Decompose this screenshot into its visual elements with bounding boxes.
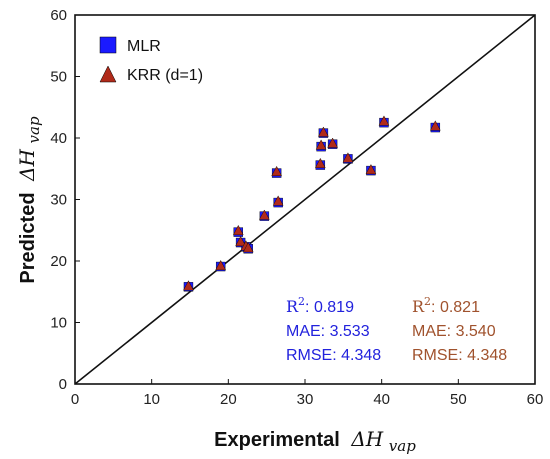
stats-mlr-r2-label: R (286, 297, 299, 316)
point-krr (327, 137, 338, 148)
x-tick-label: 10 (143, 391, 160, 408)
stats-krr: R2: 0.821 MAE: 3.540 RMSE: 4.348 (412, 295, 507, 364)
y-tick-label: 40 (50, 130, 67, 147)
x-axis-label: Experimental (214, 429, 340, 451)
y-axis-symbol: ΔH (15, 148, 39, 181)
point-krr (272, 195, 284, 206)
point-krr (215, 259, 226, 271)
stats-krr-mae: MAE: 3.540 (412, 323, 496, 340)
y-axis-label: Predicted (17, 192, 39, 283)
point-krr (235, 236, 246, 247)
x-axis-subscript: vap (389, 437, 416, 455)
point-krr (342, 152, 354, 163)
legend-label-krr: KRR (d=1) (127, 67, 203, 84)
stats-mlr-mae: MAE: 3.533 (286, 323, 370, 340)
x-tick-label: 60 (527, 391, 544, 408)
point-krr (183, 280, 194, 291)
point-krr (271, 165, 282, 177)
point-krr (259, 209, 270, 220)
x-axis-title: Experimental ΔH vap (214, 427, 416, 455)
y-tick-label: 10 (50, 315, 67, 332)
point-krr (318, 126, 329, 137)
point-krr (365, 164, 377, 175)
y-axis-subscript: vap (25, 116, 43, 143)
stats-krr-r2-value: : 0.821 (431, 299, 480, 316)
identity-line (74, 14, 536, 385)
data-points (183, 115, 441, 292)
stats-krr-r2: R2: 0.821 (412, 295, 480, 316)
point-krr (430, 120, 441, 131)
stats-mlr: R2: 0.819 MAE: 3.533 RMSE: 4.348 (286, 295, 381, 364)
legend-marker-mlr (99, 36, 117, 54)
x-tick-label: 40 (373, 391, 390, 408)
stats-krr-rmse: RMSE: 4.348 (412, 347, 507, 364)
point-krr (378, 115, 390, 126)
y-tick-label: 20 (50, 253, 67, 270)
legend-marker-krr (99, 65, 117, 83)
point-krr (232, 224, 244, 236)
stats-mlr-rmse: RMSE: 4.348 (286, 347, 381, 364)
y-tick-label: 50 (50, 69, 67, 86)
stats-krr-r2-sup: 2 (424, 295, 431, 308)
stats-mlr-r2-sup: 2 (298, 295, 305, 308)
legend: MLR KRR (d=1) (99, 36, 203, 84)
stats-mlr-r2-value: : 0.819 (305, 299, 354, 316)
x-tick-label: 20 (220, 391, 237, 408)
x-tick-label: 30 (297, 391, 314, 408)
y-ticks: 0 10 20 30 40 50 60 (50, 7, 80, 393)
legend-label-mlr: MLR (127, 38, 161, 55)
y-tick-label: 30 (50, 192, 67, 209)
y-axis-title: Predicted ΔH vap (15, 116, 43, 284)
point-krr (315, 157, 326, 169)
stats-mlr-r2: R2: 0.819 (286, 295, 354, 316)
x-tick-label: 0 (71, 391, 79, 408)
y-tick-label: 60 (50, 7, 67, 24)
x-ticks: 0 10 20 30 40 50 60 (71, 379, 544, 408)
point-krr (242, 242, 254, 253)
stats-krr-r2-label: R (412, 297, 425, 316)
y-tick-label: 0 (59, 376, 67, 393)
x-axis-symbol: ΔH (350, 427, 383, 451)
x-tick-label: 50 (450, 391, 467, 408)
point-krr (315, 139, 327, 150)
